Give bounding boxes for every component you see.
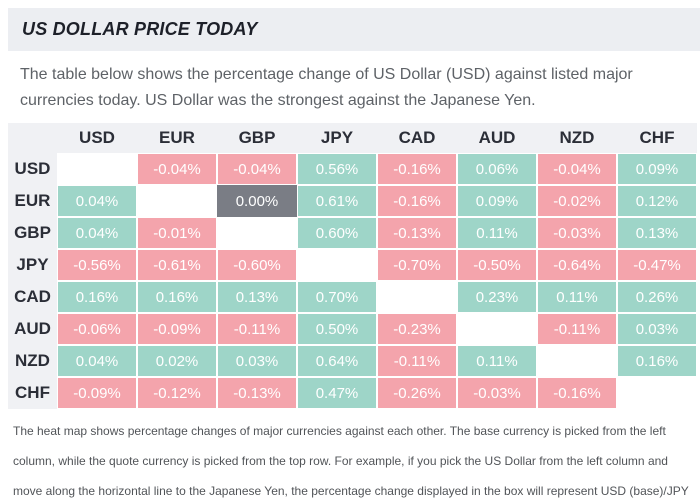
heatmap-cell-jpy-jpy	[298, 250, 376, 280]
heatmap-cell-cad-usd: 0.16%	[58, 282, 136, 312]
heatmap-cell-chf-chf	[618, 378, 696, 408]
heatmap-cell-eur-chf: 0.12%	[618, 186, 696, 216]
heatmap-cell-nzd-chf: 0.16%	[618, 346, 696, 376]
heatmap-cell-usd-eur: -0.04%	[138, 154, 216, 184]
heatmap-cell-gbp-usd: 0.04%	[58, 218, 136, 248]
heatmap-cell-eur-eur	[138, 186, 216, 216]
heatmap-cell-aud-nzd: -0.11%	[538, 314, 616, 344]
heatmap-cell-gbp-gbp	[218, 218, 296, 248]
page-title: US DOLLAR PRICE TODAY	[22, 19, 258, 39]
usd-price-widget: US DOLLAR PRICE TODAY The table below sh…	[8, 8, 700, 502]
heatmap-cell-aud-gbp: -0.11%	[218, 314, 296, 344]
row-label-chf: CHF	[8, 377, 57, 409]
table-corner	[8, 123, 57, 153]
row-label-cad: CAD	[8, 281, 57, 313]
heatmap-cell-gbp-jpy: 0.60%	[298, 218, 376, 248]
row-label-usd: USD	[8, 153, 57, 185]
heatmap-cell-chf-cad: -0.26%	[378, 378, 456, 408]
heatmap-cell-aud-usd: -0.06%	[58, 314, 136, 344]
row-label-eur: EUR	[8, 185, 57, 217]
row-label-aud: AUD	[8, 313, 57, 345]
heatmap-cell-cad-jpy: 0.70%	[298, 282, 376, 312]
heatmap-cell-jpy-usd: -0.56%	[58, 250, 136, 280]
heatmap-cell-aud-cad: -0.23%	[378, 314, 456, 344]
heatmap-cell-nzd-aud: 0.11%	[458, 346, 536, 376]
row-label-jpy: JPY	[8, 249, 57, 281]
heatmap-cell-usd-jpy: 0.56%	[298, 154, 376, 184]
heatmap-cell-usd-gbp: -0.04%	[218, 154, 296, 184]
row-label-gbp: GBP	[8, 217, 57, 249]
heatmap-cell-jpy-cad: -0.70%	[378, 250, 456, 280]
heatmap-cell-usd-chf: 0.09%	[618, 154, 696, 184]
heatmap-cell-jpy-chf: -0.47%	[618, 250, 696, 280]
column-header-usd: USD	[57, 123, 137, 153]
column-header-aud: AUD	[457, 123, 537, 153]
heatmap-cell-gbp-nzd: -0.03%	[538, 218, 616, 248]
heatmap-cell-eur-usd: 0.04%	[58, 186, 136, 216]
description-text: The table below shows the percentage cha…	[20, 66, 633, 109]
heatmap-cell-gbp-aud: 0.11%	[458, 218, 536, 248]
footer-note: The heat map shows percentage changes of…	[13, 424, 689, 498]
heatmap-cell-eur-aud: 0.09%	[458, 186, 536, 216]
heatmap-cell-gbp-eur: -0.01%	[138, 218, 216, 248]
heatmap-cell-nzd-eur: 0.02%	[138, 346, 216, 376]
heatmap-cell-cad-nzd: 0.11%	[538, 282, 616, 312]
heatmap-cell-nzd-cad: -0.11%	[378, 346, 456, 376]
column-header-chf: CHF	[617, 123, 697, 153]
heatmap-cell-nzd-gbp: 0.03%	[218, 346, 296, 376]
column-header-eur: EUR	[137, 123, 217, 153]
heatmap-cell-chf-usd: -0.09%	[58, 378, 136, 408]
heatmap-cell-cad-aud: 0.23%	[458, 282, 536, 312]
heatmap-cell-cad-gbp: 0.13%	[218, 282, 296, 312]
row-label-nzd: NZD	[8, 345, 57, 377]
heatmap-cell-cad-chf: 0.26%	[618, 282, 696, 312]
column-header-nzd: NZD	[537, 123, 617, 153]
column-header-gbp: GBP	[217, 123, 297, 153]
heatmap-cell-aud-aud	[458, 314, 536, 344]
heatmap-cell-gbp-chf: 0.13%	[618, 218, 696, 248]
column-header-cad: CAD	[377, 123, 457, 153]
heatmap-table: USD EUR GBP JPY CAD AUD NZD CHF USD -0.04% -0.04% 0…	[8, 123, 697, 409]
heatmap-cell-eur-gbp: 0.00%	[217, 185, 297, 217]
heatmap-cell-usd-usd	[58, 154, 136, 184]
heatmap-cell-usd-nzd: -0.04%	[538, 154, 616, 184]
heatmap-cell-nzd-usd: 0.04%	[58, 346, 136, 376]
heatmap-cell-cad-cad	[378, 282, 456, 312]
heatmap-cell-aud-eur: -0.09%	[138, 314, 216, 344]
heatmap-cell-chf-gbp: -0.13%	[218, 378, 296, 408]
heatmap-cell-gbp-cad: -0.13%	[378, 218, 456, 248]
heatmap-cell-chf-eur: -0.12%	[138, 378, 216, 408]
heatmap-cell-jpy-nzd: -0.64%	[538, 250, 616, 280]
heatmap-cell-aud-jpy: 0.50%	[298, 314, 376, 344]
heatmap-cell-nzd-jpy: 0.64%	[298, 346, 376, 376]
panel-header: US DOLLAR PRICE TODAY	[8, 8, 700, 51]
heatmap-cell-chf-nzd: -0.16%	[538, 378, 616, 408]
heatmap-cell-chf-aud: -0.03%	[458, 378, 536, 408]
heatmap-cell-eur-nzd: -0.02%	[538, 186, 616, 216]
heatmap-cell-jpy-eur: -0.61%	[138, 250, 216, 280]
heatmap-cell-jpy-gbp: -0.60%	[218, 250, 296, 280]
heatmap-cell-usd-aud: 0.06%	[458, 154, 536, 184]
heatmap-cell-nzd-nzd	[538, 346, 616, 376]
heatmap-cell-chf-jpy: 0.47%	[298, 378, 376, 408]
heatmap-cell-eur-jpy: 0.61%	[298, 186, 376, 216]
heatmap-cell-aud-chf: 0.03%	[618, 314, 696, 344]
heatmap-cell-jpy-aud: -0.50%	[458, 250, 536, 280]
heatmap-cell-eur-cad: -0.16%	[378, 186, 456, 216]
heatmap-cell-cad-eur: 0.16%	[138, 282, 216, 312]
heatmap-cell-usd-cad: -0.16%	[378, 154, 456, 184]
column-header-jpy: JPY	[297, 123, 377, 153]
